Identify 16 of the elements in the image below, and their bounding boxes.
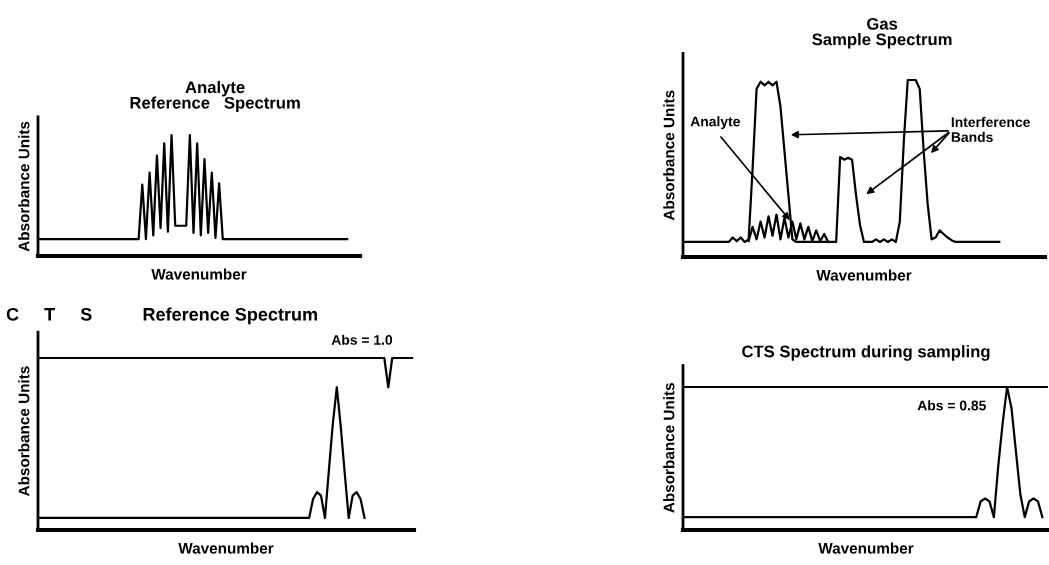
y-axis-title: Absorbance Units [663,383,675,513]
text: Abs = 1.0 [331,334,393,345]
x-axis-title: Wavenumber [151,268,247,280]
x-axis-title: Wavenumber [816,269,912,281]
chart-title: CTS Spectrum during sampling [742,345,990,361]
y-axis-title: Absorbance Units [18,121,30,252]
annotation: Interference Bands [951,116,1030,143]
annotation: Abs = 0.85 [917,400,986,411]
x-axis-title: Wavenumber [178,542,274,554]
chart-title: Gas Sample Spectrum [812,17,952,49]
y-axis-title: Absorbance Units [663,90,675,221]
annotation: Analyte [690,116,740,130]
y-axis-title: Absorbance Units [18,366,30,497]
chart-title: Analyte Reference Spectrum [130,80,300,112]
chart-title: C T S Reference Spectrum [6,307,317,325]
x-axis-title: Wavenumber [818,542,914,554]
